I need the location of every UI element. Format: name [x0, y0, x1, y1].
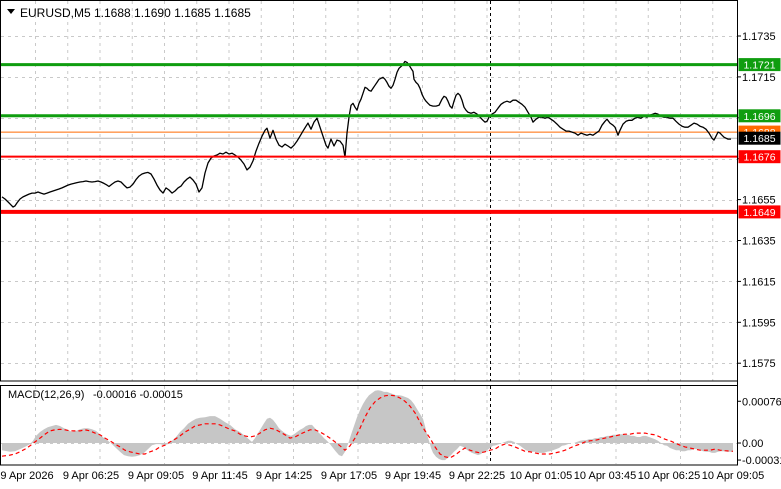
- time-label-4: 9 Apr 14:25: [256, 470, 312, 482]
- axis-labels: 1.17351.17151.16951.16751.16551.16351.16…: [0, 31, 781, 482]
- time-label-1: 9 Apr 06:25: [63, 470, 119, 482]
- symbol-period-label: EURUSD,M5: [20, 6, 91, 20]
- price-badge-1.1721: [738, 58, 781, 72]
- price-badge-1.1696: [738, 109, 781, 123]
- price-badge-1.1649: [738, 205, 781, 219]
- panel-splitter[interactable]: [0, 381, 737, 385]
- panel-borders: [0, 0, 738, 466]
- symbol-dropdown-icon[interactable]: [7, 9, 15, 14]
- macd-histogram: [2, 390, 733, 461]
- time-label-6: 9 Apr 19:45: [385, 470, 441, 482]
- time-label-5: 9 Apr 17:05: [321, 470, 377, 482]
- price-badge-label-1.1685: 1.1685: [743, 133, 775, 145]
- price-tick-1.1655: 1.1655: [742, 195, 776, 207]
- time-label-10: 10 Apr 06:25: [638, 470, 700, 482]
- time-label-2: 9 Apr 09:05: [128, 470, 184, 482]
- time-label-8: 10 Apr 01:05: [510, 470, 572, 482]
- price-tick-1.1735: 1.1735: [742, 31, 776, 43]
- time-label-11: 10 Apr 09:05: [702, 470, 764, 482]
- level-lines-over: [1, 63, 737, 214]
- price-badge-1.1685: [738, 131, 781, 145]
- price-badge-1.1676: [738, 150, 781, 164]
- time-label-7: 9 Apr 22:25: [449, 470, 505, 482]
- price-axis[interactable]: [737, 0, 781, 465]
- price-badge-label-1.1696: 1.1696: [743, 111, 775, 123]
- price-badge-label-1.1721: 1.1721: [743, 60, 775, 72]
- macd-signal-line: [1, 394, 734, 459]
- price-tick-1.1575: 1.1575: [742, 358, 776, 370]
- ohlc-quotes-label: 1.1688 1.1690 1.1685 1.1685: [94, 6, 251, 20]
- time-axis[interactable]: [0, 465, 781, 489]
- time-label-3: 9 Apr 11:45: [192, 470, 247, 482]
- price-tick-1.1595: 1.1595: [742, 317, 776, 329]
- price-badge-label-1.1676: 1.1676: [743, 152, 775, 164]
- macd-values-label: -0.00016 -0.00015: [93, 389, 183, 401]
- level-lines-under: [1, 131, 737, 139]
- macd-tick--0.00031: -0.00031: [742, 455, 781, 467]
- price-badge-label-1.1649: 1.1649: [743, 207, 775, 219]
- price-line: [1, 60, 731, 208]
- macd-plot-area[interactable]: [0, 385, 737, 465]
- price-tick-1.1715: 1.1715: [742, 72, 776, 84]
- price-tick-1.1615: 1.1615: [742, 276, 776, 288]
- macd-tick-0.00076: 0.00076: [742, 396, 781, 408]
- main-chart-plot-area[interactable]: [0, 0, 737, 381]
- time-label-0: 9 Apr 2026: [0, 470, 53, 482]
- price-tick-1.1635: 1.1635: [742, 236, 776, 248]
- macd-indicator-label: MACD(12,26,9): [8, 389, 84, 401]
- chart-series: [1, 60, 734, 461]
- time-label-9: 10 Apr 03:45: [574, 470, 636, 482]
- macd-tick-0.00: 0.00: [742, 438, 763, 450]
